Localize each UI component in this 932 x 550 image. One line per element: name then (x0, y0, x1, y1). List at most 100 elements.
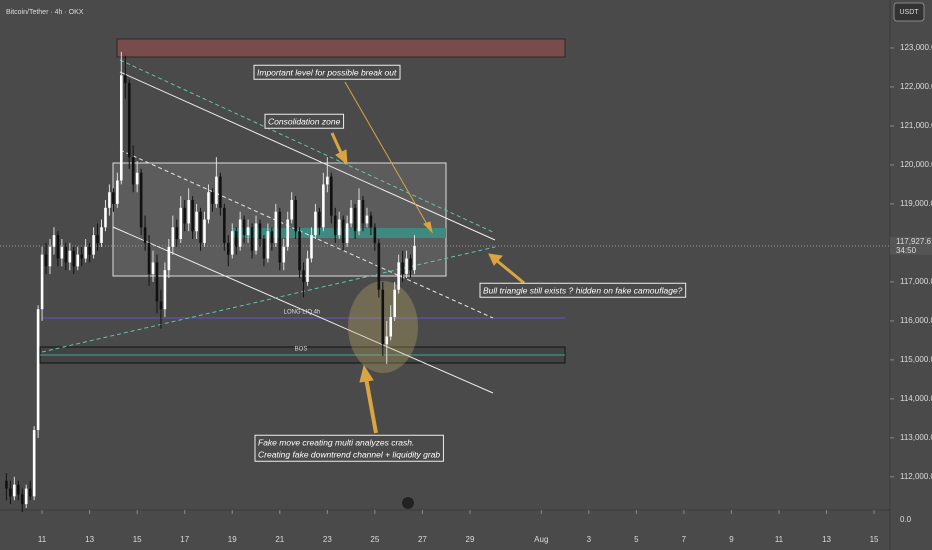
candle-body (345, 223, 349, 243)
candle-body (302, 270, 305, 282)
candle-body (234, 231, 238, 247)
candle-body (131, 157, 135, 185)
y-tick-label: 120,000.0 (900, 160, 932, 169)
candle-body (159, 301, 163, 310)
candle-body (191, 200, 194, 232)
x-tick-label: Aug (534, 535, 548, 544)
candle-body (318, 211, 321, 228)
candle-body (60, 246, 64, 259)
currency-box (893, 2, 925, 22)
candle-body (48, 246, 52, 267)
candle-body (306, 258, 309, 282)
candle-body (96, 235, 99, 243)
candle-body (298, 231, 301, 271)
candle-body (330, 176, 333, 216)
candle-body (413, 245, 416, 271)
y-tick-label: 114,000.0 (900, 394, 932, 403)
x-tick-label: 11 (775, 535, 784, 544)
annotation: Creating fake downtrend channel + liquid… (258, 449, 440, 459)
x-tick-label: 15 (133, 535, 142, 544)
annotation-box (264, 113, 345, 129)
x-tick-label: 15 (870, 535, 879, 544)
annotation-box (253, 64, 401, 80)
candle-body (179, 207, 183, 240)
y-tick-label: 122,000.0 (900, 82, 932, 91)
annotation-box (479, 282, 687, 298)
candle-body (20, 494, 24, 505)
price-label: 117,927.6 (896, 237, 932, 246)
candle-body (100, 227, 103, 243)
y-tick-label: 116,000.0 (900, 316, 932, 325)
price-label-box (890, 236, 932, 255)
candle-body (258, 223, 262, 240)
y-tick-label: 119,000.0 (900, 199, 932, 208)
candle-body (310, 235, 313, 259)
x-tick-label: 9 (729, 535, 734, 544)
candle-body (326, 176, 329, 185)
annotation: Important level for possible break out (257, 67, 397, 77)
x-tick-label: 23 (323, 535, 332, 544)
candle-body (250, 227, 254, 251)
candle-body (40, 254, 44, 310)
candle-body (116, 180, 119, 204)
candle-body (405, 258, 408, 275)
y-tick-label: 123,000.0 (900, 43, 932, 52)
candle-body (123, 75, 127, 84)
symbol: Bitcoin/Tether · 4h · OKX (6, 9, 84, 16)
candle-body (242, 219, 246, 236)
candle-body (88, 246, 91, 255)
currency: USDT (899, 9, 919, 16)
x-tick-label: 5 (634, 535, 639, 544)
candle-body (24, 488, 28, 505)
x-tick-label: 21 (275, 535, 284, 544)
candle-body (84, 246, 87, 259)
candle-body (393, 289, 396, 317)
candle-body (365, 215, 369, 224)
annotation: Fake move creating multi analyzes crash. (258, 437, 414, 447)
x-tick-label: 13 (85, 535, 94, 544)
candle-body (397, 262, 400, 290)
annotation: Bull triangle still exists ? hidden on f… (483, 285, 683, 295)
countdown: 34:50 (896, 246, 917, 255)
candle-body (135, 172, 139, 185)
x-tick-label: 13 (822, 535, 831, 544)
x-tick-label: 25 (370, 535, 379, 544)
candle-body (270, 231, 274, 243)
candle-body (357, 200, 361, 232)
y-tick-label: 113,000.0 (900, 433, 932, 442)
triangle-line (41, 246, 496, 353)
candle-body (409, 258, 412, 271)
candle-body (230, 231, 234, 255)
candle-body (92, 235, 95, 255)
candle-body (333, 215, 337, 236)
candle-body (183, 207, 187, 224)
x-tick-label: 17 (180, 535, 189, 544)
candle-body (167, 246, 171, 271)
candle-body (314, 211, 317, 236)
candle-body (28, 488, 32, 497)
candle-body (389, 316, 393, 337)
resistance-zone (116, 38, 566, 58)
candle-body (175, 227, 179, 240)
annotation: Consolidation zone (268, 116, 341, 126)
candle-body (139, 172, 143, 228)
candle-body (381, 289, 385, 345)
candle-body (377, 242, 381, 290)
y-tick-label: 115,000.0 (900, 355, 932, 364)
candle-body (171, 227, 175, 247)
candle-body (80, 254, 84, 259)
candle-body (13, 484, 16, 497)
channel-line (119, 149, 494, 319)
annotation-box (254, 434, 444, 462)
trend-line (119, 59, 496, 234)
candle-body (32, 430, 36, 497)
candle-body (286, 219, 290, 247)
y-tick-label: 121,000.0 (900, 121, 932, 130)
candle-body (76, 254, 80, 267)
x-tick-label: 19 (228, 535, 237, 544)
annotation: BOS (295, 347, 308, 353)
candle-body (294, 200, 297, 232)
candle-body (349, 207, 353, 224)
candle-body (254, 223, 258, 251)
